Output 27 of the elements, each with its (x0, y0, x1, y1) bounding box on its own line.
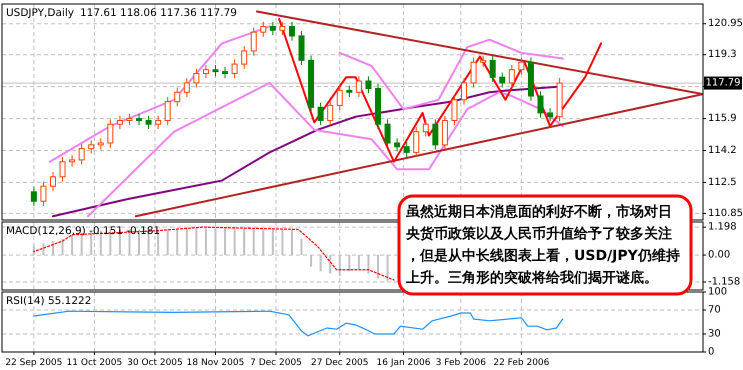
y-tick-label: 112.5 (708, 176, 737, 188)
ref-line-label: 117.79 (706, 78, 740, 89)
y-tick-label: 70 (708, 304, 721, 316)
chart-subtitle: 117.61 118.06 117.36 117.79 (80, 7, 237, 19)
y-tick-label: 0.00 (708, 250, 730, 261)
x-tick-label: 22 Sep 2005 (5, 358, 62, 368)
y-tick-label: 0 (708, 346, 714, 358)
y-tick-label: 120.95 (708, 18, 743, 30)
x-tick-label: 7 Dec 2005 (250, 358, 302, 368)
y-tick-label: 110.85 (708, 208, 743, 219)
y-tick-label: 119.3 (708, 49, 737, 60)
y-tick-label: 1.198 (708, 222, 737, 233)
x-tick-label: 22 Feb 2006 (493, 358, 550, 368)
x-tick-label: 11 Oct 2005 (66, 358, 122, 368)
x-tick-label: 27 Dec 2005 (311, 358, 369, 368)
y-tick-label: -1.158 (708, 276, 740, 288)
x-tick-label: 16 Jan 2006 (376, 358, 431, 368)
chart-title: USDJPY,Daily (6, 7, 74, 19)
annotation: 虽然近期日本消息面的利好不断，市场对日央货币政策以及人民币升值给予了较多关注，但是从中长线图表上看，USD/JPY仍维持上升。三角形的突破将给我们揭开谜底。 (405, 203, 680, 286)
x-tick-label: 3 Feb 2006 (436, 358, 486, 368)
chart-title: RSI(14) 55.1222 (6, 295, 92, 307)
x-tick-label: 18 Nov 2005 (186, 358, 244, 368)
x-tick-label: 30 Oct 2005 (127, 358, 183, 368)
y-tick-label: 115.9 (708, 113, 737, 124)
y-tick-label: 30 (708, 328, 721, 340)
y-tick-label: 114.2 (708, 145, 737, 156)
y-tick-label: 100 (708, 286, 728, 298)
